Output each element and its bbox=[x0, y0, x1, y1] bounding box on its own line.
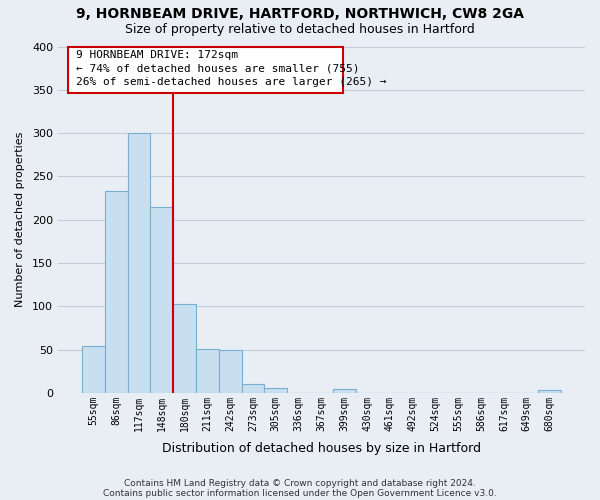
Bar bbox=[265, 388, 287, 393]
Y-axis label: Number of detached properties: Number of detached properties bbox=[15, 132, 25, 308]
Text: Size of property relative to detached houses in Hartford: Size of property relative to detached ho… bbox=[125, 22, 475, 36]
Text: 26% of semi-detached houses are larger (265) →: 26% of semi-detached houses are larger (… bbox=[76, 77, 387, 87]
Text: 9, HORNBEAM DRIVE, HARTFORD, NORTHWICH, CW8 2GA: 9, HORNBEAM DRIVE, HARTFORD, NORTHWICH, … bbox=[76, 8, 524, 22]
Bar bbox=[105, 191, 128, 393]
X-axis label: Distribution of detached houses by size in Hartford: Distribution of detached houses by size … bbox=[162, 442, 481, 455]
Bar bbox=[333, 390, 356, 393]
Text: Contains HM Land Registry data © Crown copyright and database right 2024.: Contains HM Land Registry data © Crown c… bbox=[124, 478, 476, 488]
Bar bbox=[128, 133, 151, 393]
Bar bbox=[151, 206, 173, 393]
Text: 9 HORNBEAM DRIVE: 172sqm: 9 HORNBEAM DRIVE: 172sqm bbox=[76, 50, 238, 60]
Bar bbox=[196, 348, 219, 393]
FancyBboxPatch shape bbox=[68, 46, 343, 94]
Bar bbox=[242, 384, 265, 393]
Bar bbox=[538, 390, 561, 393]
Bar bbox=[219, 350, 242, 393]
Text: ← 74% of detached houses are smaller (755): ← 74% of detached houses are smaller (75… bbox=[76, 63, 360, 73]
Text: Contains public sector information licensed under the Open Government Licence v3: Contains public sector information licen… bbox=[103, 488, 497, 498]
Bar bbox=[82, 346, 105, 393]
Bar bbox=[173, 304, 196, 393]
